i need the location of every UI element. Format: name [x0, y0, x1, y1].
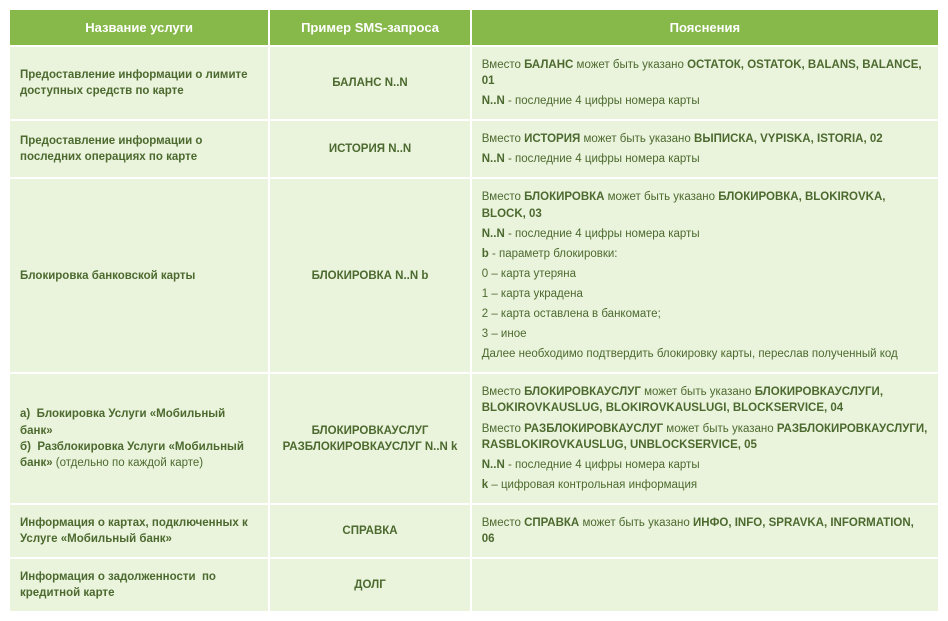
- explanation-line: Далее необходимо подтвердить блокировку …: [482, 346, 928, 362]
- service-name-cell: а) Блокировка Услуги «Мобильный банк»б) …: [10, 374, 268, 503]
- sms-services-table: Название услуги Пример SMS-запроса Поясн…: [8, 8, 940, 613]
- explanation-cell: [472, 559, 938, 611]
- explanation-cell: Вместо БЛОКИРОВКАУСЛУГ может быть указан…: [472, 374, 938, 503]
- service-name-cell: Предоставление информации о последних оп…: [10, 121, 268, 177]
- sms-example-cell: БАЛАНС N..N: [270, 47, 469, 119]
- explanation-line: 3 – иное: [482, 326, 928, 342]
- sms-example-cell: ДОЛГ: [270, 559, 469, 611]
- table-row: Информация о картах, подключенных к Услу…: [10, 505, 938, 557]
- header-sms-example: Пример SMS-запроса: [270, 10, 469, 45]
- table-row: Предоставление информации о последних оп…: [10, 121, 938, 177]
- sms-example-cell: БЛОКИРОВКАУСЛУГРАЗБЛОКИРОВКАУСЛУГ N..N k: [270, 374, 469, 503]
- explanation-line: k – цифровая контрольная информация: [482, 477, 928, 493]
- table-row: Блокировка банковской картыБЛОКИРОВКА N.…: [10, 179, 938, 372]
- service-name-cell: Блокировка банковской карты: [10, 179, 268, 372]
- sms-example-cell: ИСТОРИЯ N..N: [270, 121, 469, 177]
- service-name-cell: Предоставление информации о лимите досту…: [10, 47, 268, 119]
- explanation-line: 0 – карта утеряна: [482, 266, 928, 282]
- service-name-cell: Информация о картах, подключенных к Услу…: [10, 505, 268, 557]
- explanation-line: Вместо СПРАВКА может быть указано ИНФО, …: [482, 515, 928, 547]
- explanation-line: N..N - последние 4 цифры номера карты: [482, 151, 928, 167]
- sms-example-cell: СПРАВКА: [270, 505, 469, 557]
- header-service-name: Название услуги: [10, 10, 268, 45]
- explanation-line: b - параметр блокировки:: [482, 246, 928, 262]
- explanation-line: Вместо БЛОКИРОВКА может быть указано БЛО…: [482, 189, 928, 221]
- explanation-line: 2 – карта оставлена в банкомате;: [482, 306, 928, 322]
- header-explanation: Пояснения: [472, 10, 938, 45]
- table-row: Предоставление информации о лимите досту…: [10, 47, 938, 119]
- table-header-row: Название услуги Пример SMS-запроса Поясн…: [10, 10, 938, 45]
- explanation-cell: Вместо СПРАВКА может быть указано ИНФО, …: [472, 505, 938, 557]
- explanation-line: N..N - последние 4 цифры номера карты: [482, 226, 928, 242]
- table-row: Информация о задолженности по кредитной …: [10, 559, 938, 611]
- table-row: а) Блокировка Услуги «Мобильный банк»б) …: [10, 374, 938, 503]
- table-body: Предоставление информации о лимите досту…: [10, 47, 938, 611]
- sms-example-cell: БЛОКИРОВКА N..N b: [270, 179, 469, 372]
- service-name-cell: Информация о задолженности по кредитной …: [10, 559, 268, 611]
- explanation-line: Вместо БЛОКИРОВКАУСЛУГ может быть указан…: [482, 384, 928, 416]
- explanation-line: Вместо БАЛАНС может быть указано ОСТАТОК…: [482, 57, 928, 89]
- explanation-line: N..N - последние 4 цифры номера карты: [482, 457, 928, 473]
- explanation-line: Вместо ИСТОРИЯ может быть указано ВЫПИСК…: [482, 131, 928, 147]
- explanation-line: 1 – карта украдена: [482, 286, 928, 302]
- explanation-line: Вместо РАЗБЛОКИРОВКАУСЛУГ может быть ука…: [482, 421, 928, 453]
- explanation-cell: Вместо ИСТОРИЯ может быть указано ВЫПИСК…: [472, 121, 938, 177]
- explanation-line: N..N - последние 4 цифры номера карты: [482, 93, 928, 109]
- explanation-cell: Вместо БЛОКИРОВКА может быть указано БЛО…: [472, 179, 938, 372]
- explanation-cell: Вместо БАЛАНС может быть указано ОСТАТОК…: [472, 47, 938, 119]
